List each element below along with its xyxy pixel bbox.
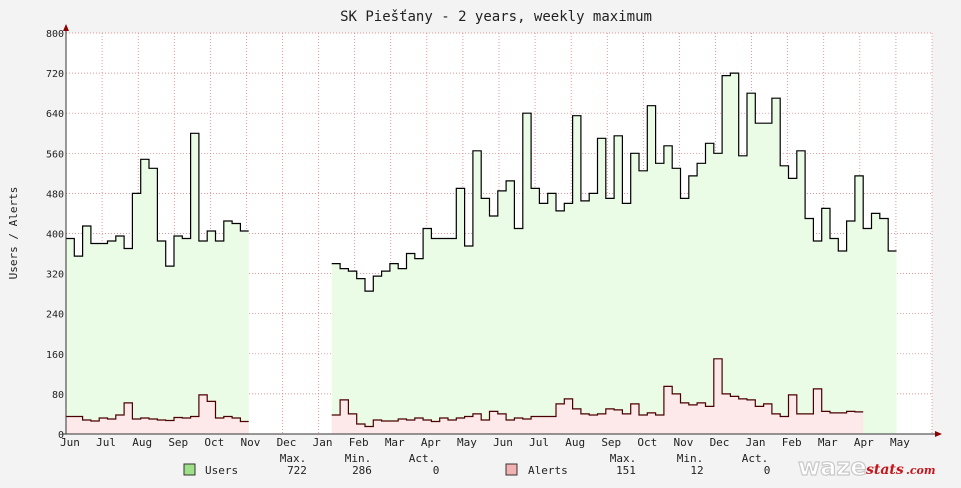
logo-tld: .com bbox=[906, 464, 936, 477]
y-axis-label: Users / Alerts bbox=[7, 187, 20, 280]
axes bbox=[62, 24, 942, 437]
y-tick-label: 800 bbox=[46, 29, 64, 40]
wazestats-logo: waze stats .com bbox=[796, 451, 936, 482]
legend-header-act-users: Act. bbox=[409, 452, 436, 465]
y-tick-label: 320 bbox=[46, 270, 64, 281]
y-tick-label: 480 bbox=[46, 189, 64, 200]
x-tick-label: Apr bbox=[854, 436, 874, 449]
legend-header-min-users: Min. bbox=[345, 452, 372, 465]
x-tick-label: Jan bbox=[746, 436, 766, 449]
x-tick-label: Mar bbox=[818, 436, 838, 449]
legend-header-act-alerts: Act. bbox=[742, 452, 769, 465]
line-users bbox=[331, 72, 897, 292]
y-tick-label: 640 bbox=[46, 109, 64, 120]
x-tick-label: Sep bbox=[168, 436, 188, 449]
legend-max-users: 722 bbox=[287, 464, 307, 477]
legend-max-alerts: 151 bbox=[616, 464, 636, 477]
x-tick-label: Aug bbox=[565, 436, 585, 449]
legend-act-alerts: 0 bbox=[764, 464, 771, 477]
line-alerts bbox=[331, 358, 864, 428]
line-alerts bbox=[66, 394, 249, 423]
x-tick-label: Nov bbox=[240, 436, 260, 449]
x-axis-arrow bbox=[935, 431, 942, 437]
x-tick-label: Dec bbox=[277, 436, 297, 449]
x-tick-label: Oct bbox=[637, 436, 657, 449]
x-tick-label: Feb bbox=[782, 436, 802, 449]
legend-min-alerts: 12 bbox=[690, 464, 703, 477]
y-tick-label: 560 bbox=[46, 149, 64, 160]
y-tick-label: 0 bbox=[58, 430, 64, 441]
x-tick-label: Sep bbox=[601, 436, 621, 449]
line-users bbox=[66, 132, 249, 267]
x-tick-label: Jan bbox=[313, 436, 333, 449]
x-tick-labels: Jun Jul Aug Sep Oct Nov Dec Jan Feb Mar Apr May Jun J… bbox=[60, 436, 910, 449]
x-tick-label: Nov bbox=[673, 436, 693, 449]
y-tick-label: 720 bbox=[46, 69, 64, 80]
x-tick-label: Jun bbox=[60, 436, 80, 449]
legend-min-users: 286 bbox=[352, 464, 372, 477]
x-tick-label: Feb bbox=[349, 436, 369, 449]
y-tick-label: 80 bbox=[52, 390, 64, 401]
x-tick-label: Jul bbox=[96, 436, 116, 449]
x-tick-label: Dec bbox=[710, 436, 730, 449]
area-alerts bbox=[331, 358, 864, 434]
y-tick-label: 240 bbox=[46, 310, 64, 321]
x-tick-label: Oct bbox=[204, 436, 224, 449]
legend: Max. Min. Act. Users 722 286 0 Max. Min.… bbox=[183, 452, 771, 477]
logo-main: waze bbox=[798, 453, 867, 481]
area-users bbox=[66, 133, 249, 435]
legend-header-max-users: Max. bbox=[280, 452, 307, 465]
y-axis-arrow bbox=[63, 24, 69, 31]
legend-swatch-users bbox=[183, 463, 196, 476]
logo-suffix: stats bbox=[866, 462, 904, 478]
legend-label-alerts: Alerts bbox=[528, 464, 568, 477]
legend-header-max-alerts: Max. bbox=[610, 452, 637, 465]
x-tick-label: Jul bbox=[529, 436, 549, 449]
series-lines bbox=[66, 72, 897, 428]
legend-header-min-alerts: Min. bbox=[677, 452, 704, 465]
x-tick-label: May bbox=[457, 436, 477, 449]
legend-label-users: Users bbox=[205, 464, 238, 477]
y-tick-label: 160 bbox=[46, 350, 64, 361]
x-tick-label: Jun bbox=[493, 436, 513, 449]
chart-title: SK Piešťany - 2 years, weekly maximum bbox=[340, 9, 652, 25]
x-tick-label: Mar bbox=[385, 436, 405, 449]
x-tick-label: Aug bbox=[132, 436, 152, 449]
x-tick-label: Apr bbox=[421, 436, 441, 449]
x-tick-label: May bbox=[890, 436, 910, 449]
legend-act-users: 0 bbox=[433, 464, 440, 477]
area-alerts bbox=[66, 394, 249, 434]
legend-swatch-alerts bbox=[505, 463, 518, 476]
y-tick-labels: 0 80 160 240 320 400 480 560 640 720 800 bbox=[46, 29, 64, 441]
y-tick-label: 400 bbox=[46, 230, 64, 241]
